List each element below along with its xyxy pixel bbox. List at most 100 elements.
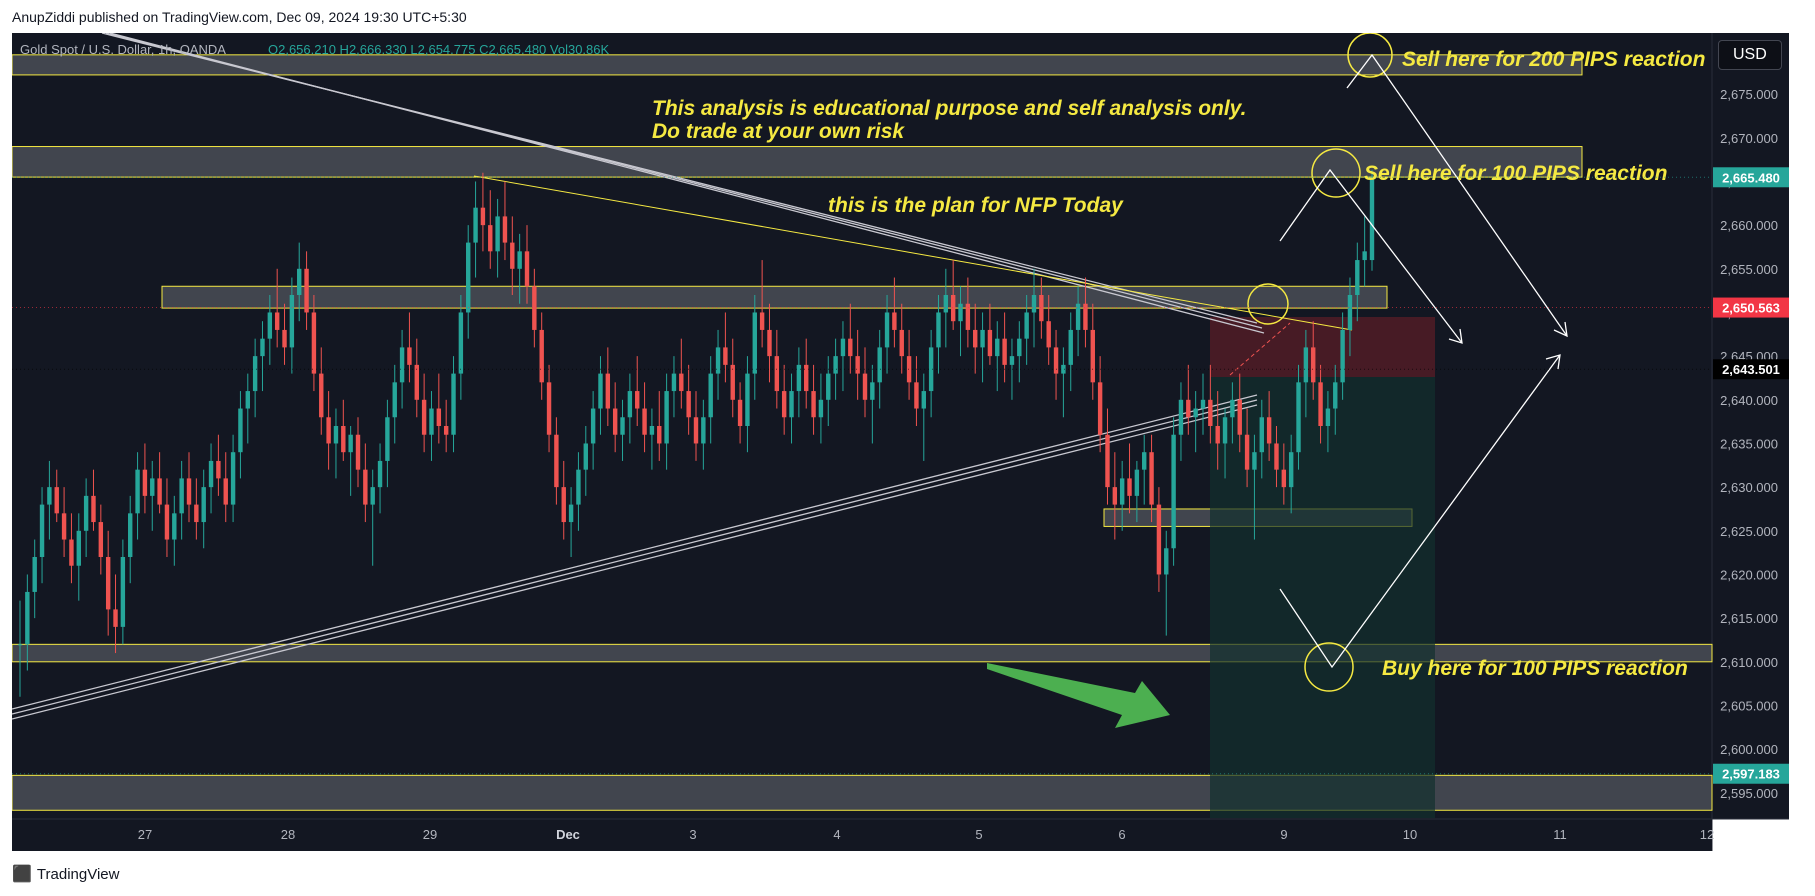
candle-body	[429, 408, 434, 435]
candle-body	[936, 312, 941, 348]
candle-body	[297, 268, 302, 295]
candle-body	[488, 225, 493, 252]
candle-body	[326, 417, 331, 444]
candle-body	[341, 426, 346, 453]
candle-body	[216, 460, 221, 479]
candle-body	[1244, 434, 1250, 470]
candle-body	[1097, 382, 1103, 435]
candle-body	[238, 408, 243, 453]
candle-body	[524, 251, 530, 287]
candle-body	[466, 242, 471, 313]
candle-body	[1259, 417, 1264, 453]
plan-text: this is the plan for NFP Today	[828, 194, 1124, 217]
candle-body	[568, 504, 574, 523]
sell-200-circle	[1347, 32, 1393, 78]
candle-body	[458, 312, 464, 374]
price-tick-label: 2,640.000	[1720, 393, 1778, 408]
candle-body	[987, 329, 993, 357]
candle-body	[502, 216, 508, 243]
candle-body	[730, 364, 735, 400]
candle-body	[958, 303, 963, 322]
buy-100-label: Buy here for 100 PIPS reaction	[1382, 657, 1688, 680]
candle-body	[32, 557, 37, 592]
candle-body	[855, 356, 860, 374]
candle-body	[561, 487, 566, 523]
candle-body	[1333, 382, 1338, 409]
chart-frame: This analysis is educational purpose and…	[11, 32, 1789, 851]
candles-layer	[17, 169, 1375, 697]
candle-body	[1112, 487, 1118, 505]
candle-body	[1061, 364, 1066, 374]
take-profit-zone	[1210, 377, 1435, 818]
candle-body	[495, 216, 500, 252]
candle-body	[289, 295, 295, 348]
stop-loss-zone	[1210, 317, 1435, 377]
candle-body	[1347, 295, 1353, 330]
breakout-circle	[1247, 283, 1289, 325]
candle-body	[1266, 417, 1272, 444]
candle-body	[1281, 469, 1287, 488]
candle-body	[1083, 303, 1088, 330]
descending-trendline	[101, 32, 1265, 334]
price-label-text: 2,665.480	[1722, 170, 1780, 185]
candle-body	[142, 469, 148, 496]
candle-body	[1303, 347, 1309, 383]
candle-body	[355, 434, 361, 470]
candle-body	[473, 207, 478, 243]
candle-body	[1311, 347, 1316, 383]
candle-body	[657, 426, 662, 444]
price-tick-label: 2,620.000	[1720, 567, 1778, 582]
candle-body	[194, 504, 199, 523]
candle-body	[914, 382, 919, 409]
candle-body	[950, 295, 956, 322]
candle-body	[1208, 399, 1213, 426]
candle-body	[605, 373, 611, 409]
publisher-header: AnupZiddi published on TradingView.com, …	[12, 9, 467, 25]
candle-body	[1252, 452, 1257, 470]
candle-body	[1340, 329, 1345, 383]
candle-body	[363, 469, 368, 505]
candle-body	[128, 513, 133, 557]
candle-body	[612, 408, 618, 435]
time-tick-label: 11	[1553, 827, 1567, 842]
time-tick-label: 29	[423, 827, 437, 842]
sell-100-circle	[1311, 148, 1361, 198]
candle-body	[965, 303, 971, 330]
candle-body	[826, 373, 831, 400]
currency-button[interactable]: USD	[1718, 40, 1782, 70]
candle-body	[737, 399, 743, 426]
price-tick-label: 2,675.000	[1720, 87, 1778, 102]
price-label-box	[1713, 359, 1789, 380]
candle-body	[1355, 260, 1360, 295]
candle-body	[892, 312, 897, 330]
candle-body	[348, 434, 353, 453]
candle-body	[47, 487, 52, 505]
price-label-box	[1713, 167, 1789, 188]
candle-body	[701, 417, 706, 444]
price-label-text: 2,643.501	[1722, 362, 1780, 377]
candle-body	[443, 426, 449, 435]
symbol-name: Gold Spot / U.S. Dollar, 1h, OANDA	[20, 42, 226, 57]
candle-body	[995, 338, 1000, 357]
candle-body	[767, 329, 772, 357]
candle-body	[480, 207, 486, 226]
price-axis-background	[1712, 33, 1789, 819]
projection-arrows	[1279, 53, 1568, 669]
candle-body	[1105, 434, 1110, 488]
time-tick-label: 12	[1700, 827, 1714, 842]
sell-100-label: Sell here for 100 PIPS reaction	[1364, 162, 1667, 185]
candle-body	[1369, 177, 1375, 261]
candle-body	[1325, 408, 1331, 426]
candle-body	[804, 364, 809, 392]
price-chart[interactable]: This analysis is educational purpose and…	[11, 32, 1789, 851]
price-tick-label: 2,595.000	[1720, 786, 1778, 801]
candle-body	[510, 242, 515, 269]
candle-body	[105, 557, 111, 610]
candle-body	[781, 391, 787, 418]
footer-brand[interactable]: TradingView	[36, 865, 120, 883]
price-label-text: 2,597.183	[1722, 767, 1780, 782]
candle-body	[39, 504, 45, 557]
candle-body	[1053, 347, 1059, 374]
candle-body	[113, 609, 118, 627]
candle-body	[172, 513, 177, 540]
